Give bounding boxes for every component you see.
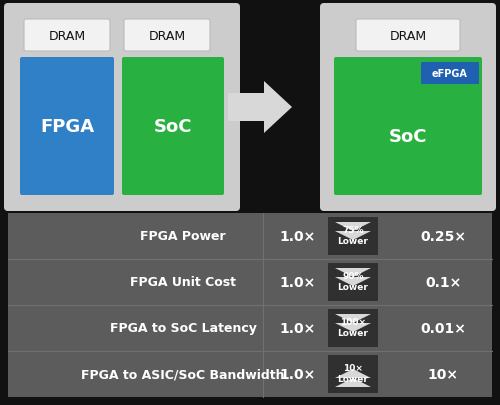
Text: FPGA to SoC Latency: FPGA to SoC Latency	[110, 322, 256, 335]
Text: FPGA Unit Cost: FPGA Unit Cost	[130, 276, 236, 289]
Text: 10×: 10×	[428, 367, 458, 381]
Polygon shape	[335, 378, 371, 387]
Text: SoC: SoC	[154, 118, 192, 136]
Text: 1.0×: 1.0×	[280, 230, 316, 243]
FancyBboxPatch shape	[4, 4, 240, 211]
Polygon shape	[335, 314, 371, 323]
Text: DRAM: DRAM	[390, 30, 426, 43]
Text: FPGA: FPGA	[40, 118, 94, 136]
Polygon shape	[335, 369, 371, 378]
Polygon shape	[335, 231, 371, 241]
Text: 75%: 75%	[342, 226, 364, 235]
Text: SoC: SoC	[389, 128, 427, 146]
Polygon shape	[335, 277, 371, 286]
Text: 10×: 10×	[343, 364, 363, 373]
Text: Lower: Lower	[338, 375, 368, 384]
FancyBboxPatch shape	[356, 20, 460, 52]
Polygon shape	[335, 323, 371, 332]
Text: Lower: Lower	[338, 237, 368, 246]
Text: 0.25×: 0.25×	[420, 230, 466, 243]
Text: Lower: Lower	[338, 329, 368, 338]
FancyBboxPatch shape	[334, 58, 482, 196]
FancyBboxPatch shape	[328, 217, 378, 256]
Text: 0.01×: 0.01×	[420, 321, 466, 335]
Text: Lower: Lower	[338, 283, 368, 292]
Text: 1.0×: 1.0×	[280, 367, 316, 381]
Text: DRAM: DRAM	[48, 30, 86, 43]
Text: 100×: 100×	[340, 318, 366, 327]
FancyBboxPatch shape	[20, 58, 114, 196]
FancyBboxPatch shape	[421, 63, 479, 85]
Text: eFPGA: eFPGA	[432, 69, 468, 79]
FancyBboxPatch shape	[320, 4, 496, 211]
Text: 1.0×: 1.0×	[280, 321, 316, 335]
FancyBboxPatch shape	[124, 20, 210, 52]
Text: 90%: 90%	[342, 272, 364, 281]
FancyBboxPatch shape	[24, 20, 110, 52]
Text: 0.1×: 0.1×	[425, 275, 461, 289]
FancyBboxPatch shape	[122, 58, 224, 196]
FancyBboxPatch shape	[328, 355, 378, 393]
FancyBboxPatch shape	[8, 213, 492, 397]
Polygon shape	[228, 82, 292, 134]
Text: DRAM: DRAM	[148, 30, 186, 43]
Polygon shape	[335, 222, 371, 231]
Polygon shape	[335, 269, 371, 277]
Text: FPGA Power: FPGA Power	[140, 230, 226, 243]
Text: FPGA to ASIC/SoC Bandwidth: FPGA to ASIC/SoC Bandwidth	[81, 368, 285, 381]
FancyBboxPatch shape	[328, 309, 378, 347]
Text: 1.0×: 1.0×	[280, 275, 316, 289]
FancyBboxPatch shape	[328, 263, 378, 301]
